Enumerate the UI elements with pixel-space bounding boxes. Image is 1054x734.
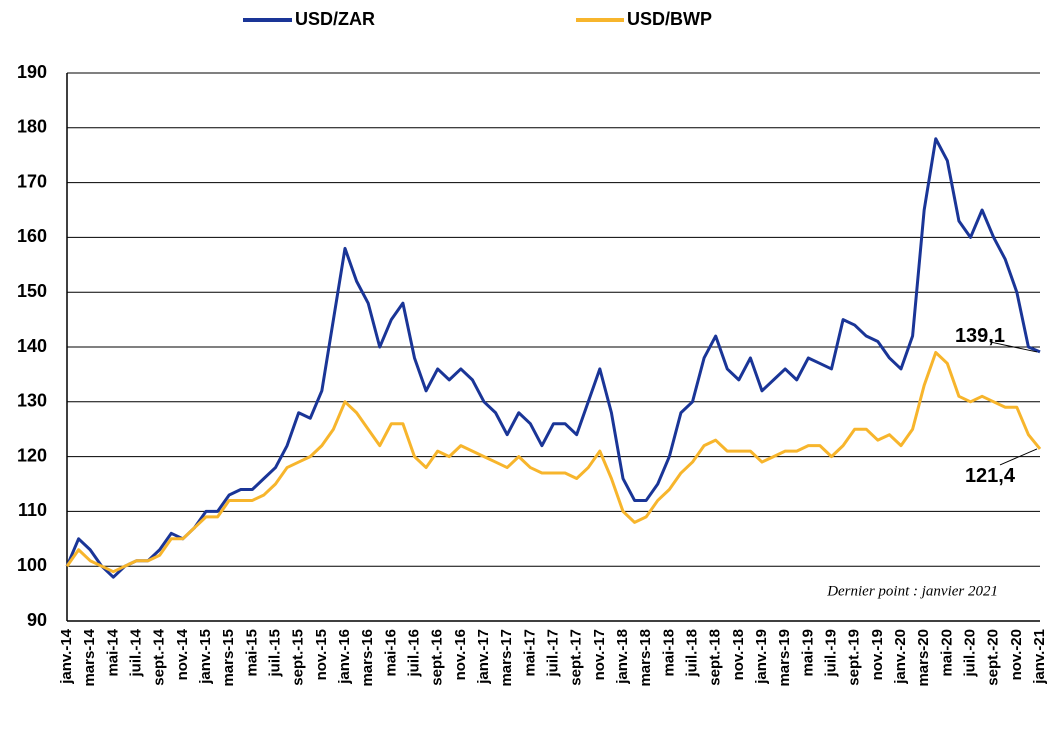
- x-tick-label: juil.-19: [822, 629, 839, 678]
- x-tick-label: juil.-16: [405, 629, 422, 678]
- y-tick-label: 120: [17, 445, 47, 465]
- x-tick-label: sept.-18: [707, 629, 724, 686]
- note: Dernier point : janvier 2021: [826, 583, 998, 599]
- data-label: 121,4: [965, 465, 1016, 487]
- x-tick-label: janv.-21: [1031, 629, 1048, 685]
- y-tick-label: 170: [17, 171, 47, 191]
- x-tick-label: juil.-17: [544, 629, 561, 678]
- x-tick-label: mai-16: [382, 629, 399, 677]
- leader-line: [989, 341, 1038, 353]
- x-tick-label: mars-18: [637, 629, 654, 687]
- line-series: [65, 350, 1042, 574]
- x-tick-label: nov.-20: [1008, 629, 1025, 680]
- x-tick-label: juil.-20: [961, 629, 978, 678]
- x-tick-label: janv.-20: [892, 629, 909, 685]
- data-label: 139,1: [955, 325, 1005, 347]
- y-tick-label: 180: [17, 117, 47, 137]
- x-tick-label: sept.-14: [151, 628, 168, 685]
- x-tick-label: sept.-16: [429, 629, 446, 686]
- x-tick-label: sept.-17: [568, 629, 585, 686]
- x-tick-label: mars-17: [498, 629, 515, 687]
- x-tick-label: mars-19: [776, 629, 793, 687]
- x-tick-label: mars-20: [915, 629, 932, 687]
- y-tick-label: 110: [18, 500, 47, 520]
- x-tick-label: janv.-14: [58, 628, 75, 684]
- y-tick-label: 140: [17, 336, 47, 356]
- x-tick-label: janv.-17: [475, 629, 492, 685]
- x-tick-label: mai-17: [521, 629, 538, 677]
- x-tick-label: mars-14: [81, 628, 98, 686]
- x-tick-label: sept.-20: [985, 629, 1002, 686]
- y-tick-label: 130: [17, 391, 47, 411]
- x-tick-label: sept.-15: [290, 629, 307, 686]
- x-tick-label: mai-18: [660, 629, 677, 677]
- y-tick-label: 190: [17, 62, 47, 82]
- x-tick-label: nov.-16: [452, 629, 469, 680]
- legend-label: USD/ZAR: [295, 9, 375, 29]
- line-series: [65, 137, 1041, 579]
- y-tick-label: 90: [27, 610, 47, 630]
- x-tick-label: juil.-14: [127, 628, 144, 677]
- x-tick-label: janv.-19: [753, 629, 770, 685]
- x-tick-label: juil.-15: [266, 629, 283, 678]
- x-tick-label: mai-19: [799, 629, 816, 677]
- x-tick-label: mai-20: [938, 629, 955, 677]
- x-tick-label: nov.-18: [730, 629, 747, 680]
- x-tick-label: mai-15: [243, 629, 260, 677]
- x-tick-label: mai-14: [104, 628, 121, 676]
- y-tick-label: 150: [17, 281, 47, 301]
- x-tick-label: janv.-15: [197, 629, 214, 685]
- x-tick-label: juil.-18: [683, 629, 700, 678]
- legend-label: USD/BWP: [627, 9, 712, 29]
- x-tick-label: sept.-19: [846, 629, 863, 686]
- x-tick-label: nov.-14: [174, 628, 191, 680]
- x-tick-label: nov.-17: [591, 629, 608, 680]
- x-tick-label: mars-15: [220, 629, 237, 687]
- y-tick-label: 100: [17, 555, 47, 575]
- y-tick-label: 160: [17, 226, 47, 246]
- leader-line: [999, 448, 1038, 466]
- x-tick-label: mars-16: [359, 629, 376, 687]
- x-tick-label: nov.-19: [869, 629, 886, 680]
- x-tick-label: janv.-16: [336, 629, 353, 685]
- x-tick-label: janv.-18: [614, 629, 631, 685]
- x-tick-label: nov.-15: [313, 629, 330, 680]
